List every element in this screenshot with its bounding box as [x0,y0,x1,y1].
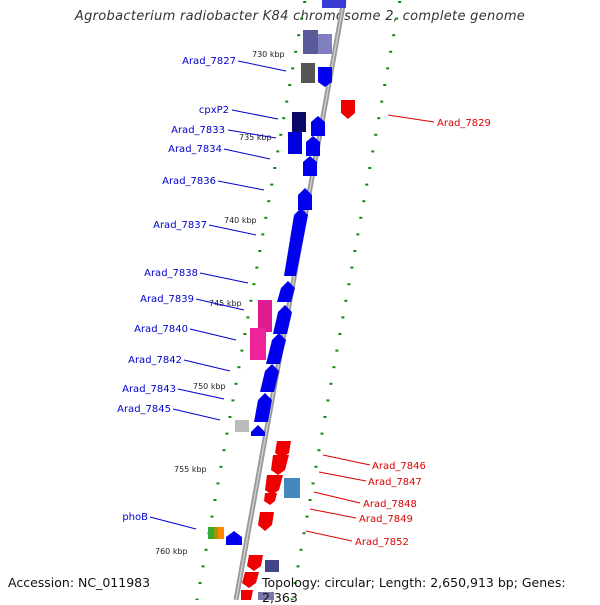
gene-arrow[interactable] [318,67,332,87]
gene-label-arad-7838[interactable]: Arad_7838 [144,268,198,279]
leader-line [237,60,287,72]
scale-label-760: 760 kbp [155,547,188,556]
gene-label-arad-7840[interactable]: Arad_7840 [134,324,188,335]
gene-label-arad-7837[interactable]: Arad_7837 [153,220,207,231]
leader-line [318,471,367,482]
gene-label-arad-7839[interactable]: Arad_7839 [140,294,194,305]
gene-arrow[interactable] [311,116,325,136]
gene-arrow[interactable] [265,475,283,495]
gene-arrow[interactable] [271,455,289,475]
gene-block[interactable] [214,527,218,539]
gene-block[interactable] [284,478,300,498]
leader-line [195,298,245,311]
gene-block[interactable] [318,34,332,54]
gene-arrow[interactable] [303,156,317,176]
gene-arrow[interactable] [251,425,265,436]
leader-line [231,109,279,120]
gene-arrow[interactable] [247,555,263,571]
gene-arrow[interactable] [254,393,272,422]
gene-label-arad-7852[interactable]: Arad_7852 [355,537,409,548]
gene-arrow[interactable] [284,208,308,276]
leader-line [322,454,371,466]
leader-line [227,129,277,139]
minus-strand-genes [241,100,355,600]
gene-label-cpxp2[interactable]: cpxP2 [199,105,229,116]
gene-block[interactable] [292,112,306,132]
accession-text: Accession: NC_011983 [8,575,151,590]
plus-strand-genes [208,0,346,600]
gene-arrow[interactable] [266,333,286,364]
right-gene-labels: Arad_7829 Arad_7846 Arad_7847 Arad_7848 … [355,118,491,548]
leader-line [223,148,271,160]
gene-label-arad-7847[interactable]: Arad_7847 [368,477,422,488]
gene-block[interactable] [303,30,318,54]
left-gene-labels: Arad_7827 cpxP2 Arad_7833 Arad_7834 Arad… [117,56,236,523]
gene-block[interactable] [258,300,272,332]
gene-block[interactable] [235,420,249,432]
gene-label-arad-7848[interactable]: Arad_7848 [363,499,417,510]
gene-label-arad-7849[interactable]: Arad_7849 [359,514,413,525]
leader-line [177,388,225,400]
gene-label-arad-7843[interactable]: Arad_7843 [122,384,176,395]
leader-line [183,359,231,372]
gene-block[interactable] [265,560,279,572]
gene-block[interactable] [258,592,274,600]
gene-arrow[interactable] [264,493,277,505]
gene-label-arad-7845[interactable]: Arad_7845 [117,404,171,415]
gene-block[interactable] [288,132,302,154]
gene-arrow[interactable] [242,572,259,588]
gene-arrow[interactable] [277,281,295,302]
gene-arrow[interactable] [275,441,291,458]
leader-line [172,408,221,421]
gene-block[interactable] [301,63,315,83]
gene-label-arad-7846[interactable]: Arad_7846 [372,461,426,472]
gene-arrow[interactable] [341,100,355,119]
leader-line [387,114,435,123]
scale-labels: 730 kbp 735 kbp 740 kbp 745 kbp 750 kbp … [155,50,285,556]
left-leader-lines [149,60,287,530]
scale-label-750: 750 kbp [193,382,226,391]
gene-label-arad-7827[interactable]: Arad_7827 [182,56,236,67]
gene-block[interactable] [218,527,224,539]
gene-arrow[interactable] [260,364,279,392]
gene-arrow[interactable] [306,136,320,156]
gene-label-arad-7833[interactable]: Arad_7833 [171,125,225,136]
leader-line [199,272,249,284]
scale-label-735: 735 kbp [239,133,272,142]
leader-line [149,516,197,530]
gene-label-phob[interactable]: phoB [122,512,148,523]
gene-label-arad-7829[interactable]: Arad_7829 [437,118,491,129]
scale-label-730: 730 kbp [252,50,285,59]
scale-label-755: 755 kbp [174,465,207,474]
leader-line [309,508,357,519]
gene-arrow[interactable] [273,305,292,334]
scale-label-740: 740 kbp [224,216,257,225]
leader-line [217,180,265,191]
gene-label-arad-7836[interactable]: Arad_7836 [162,176,216,187]
right-leader-lines [305,114,435,542]
gene-block[interactable] [322,0,346,8]
gene-arrow[interactable] [258,512,274,531]
gene-arrow[interactable] [298,188,312,210]
map-title: Agrobacterium radiobacter K84 chromosome… [74,9,526,24]
leader-line [313,491,361,504]
gene-label-arad-7834[interactable]: Arad_7834 [168,144,222,155]
gene-arrow[interactable] [226,531,242,545]
gene-block[interactable] [208,527,214,539]
leader-line [305,530,353,542]
gene-arrow[interactable] [241,590,253,600]
scale-label-745: 745 kbp [209,299,242,308]
leader-line [208,224,257,236]
gene-label-arad-7842[interactable]: Arad_7842 [128,355,182,366]
topology-summary: Topology: circular; Length: 2,650,913 bp… [262,575,566,605]
inner-scale-ticks [195,1,307,600]
leader-line [189,328,237,341]
gene-block[interactable] [250,328,266,360]
